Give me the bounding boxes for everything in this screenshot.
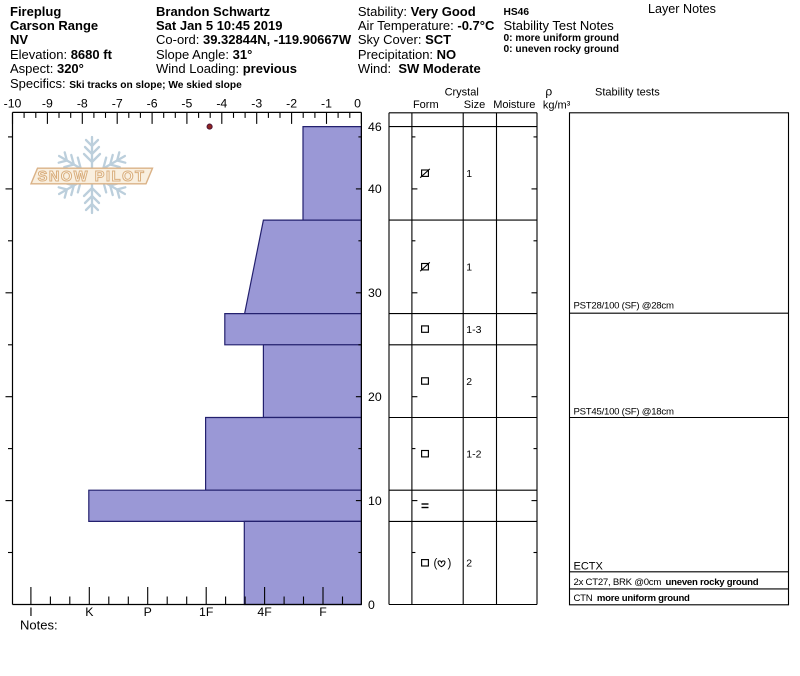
svg-text:0: 0 xyxy=(368,598,375,612)
svg-text:-4: -4 xyxy=(216,96,227,110)
svg-text:-8: -8 xyxy=(77,96,88,110)
svg-text:-3: -3 xyxy=(251,96,262,110)
svg-text:0: 0 xyxy=(354,96,361,110)
svg-text:CTN more uniform ground: CTN more uniform ground xyxy=(574,593,691,604)
svg-text:46: 46 xyxy=(368,120,382,134)
svg-text:Crystal: Crystal xyxy=(445,87,479,99)
svg-text:PST45/100 (SF) @18cm: PST45/100 (SF) @18cm xyxy=(574,407,674,418)
svg-text:40: 40 xyxy=(368,182,382,196)
svg-text:kg/m³: kg/m³ xyxy=(543,100,571,112)
svg-text:F: F xyxy=(319,605,327,619)
svg-text:SNOW PILOT: SNOW PILOT xyxy=(38,169,146,185)
svg-text:-7: -7 xyxy=(112,96,123,110)
svg-text:1: 1 xyxy=(466,168,472,180)
svg-text:2: 2 xyxy=(466,558,472,570)
svg-text:4F: 4F xyxy=(257,605,272,619)
svg-text:-6: -6 xyxy=(147,96,158,110)
svg-text:Moisture: Moisture xyxy=(493,99,535,111)
svg-text:30: 30 xyxy=(368,286,382,300)
svg-text:2x CT27, BRK @0cm uneven rocky: 2x CT27, BRK @0cm uneven rocky ground xyxy=(574,577,759,588)
svg-text:Size: Size xyxy=(464,99,485,111)
svg-text:20: 20 xyxy=(368,390,382,404)
svg-text:2: 2 xyxy=(466,376,472,388)
svg-text:P: P xyxy=(144,605,152,619)
svg-text:(: ( xyxy=(434,558,438,570)
svg-text:ECTX: ECTX xyxy=(574,560,604,572)
svg-text:1-3: 1-3 xyxy=(466,324,481,336)
svg-text:-5: -5 xyxy=(181,96,192,110)
svg-text:ρ: ρ xyxy=(545,85,552,99)
svg-text:Form: Form xyxy=(413,99,439,111)
svg-text:): ) xyxy=(448,558,452,570)
svg-text:-2: -2 xyxy=(286,96,297,110)
svg-text:Notes:: Notes: xyxy=(20,618,58,633)
svg-text:I: I xyxy=(29,605,32,619)
svg-text:10: 10 xyxy=(368,494,382,508)
svg-text:K: K xyxy=(85,605,94,619)
svg-text:1: 1 xyxy=(466,262,472,274)
svg-text:-1: -1 xyxy=(321,96,332,110)
svg-text:PST28/100 (SF) @28cm: PST28/100 (SF) @28cm xyxy=(574,301,674,312)
svg-text:Stability tests: Stability tests xyxy=(595,87,660,99)
svg-text:-9: -9 xyxy=(42,96,53,110)
svg-text:-10: -10 xyxy=(4,96,22,110)
svg-text:1-2: 1-2 xyxy=(466,449,481,461)
svg-text:1F: 1F xyxy=(199,605,214,619)
